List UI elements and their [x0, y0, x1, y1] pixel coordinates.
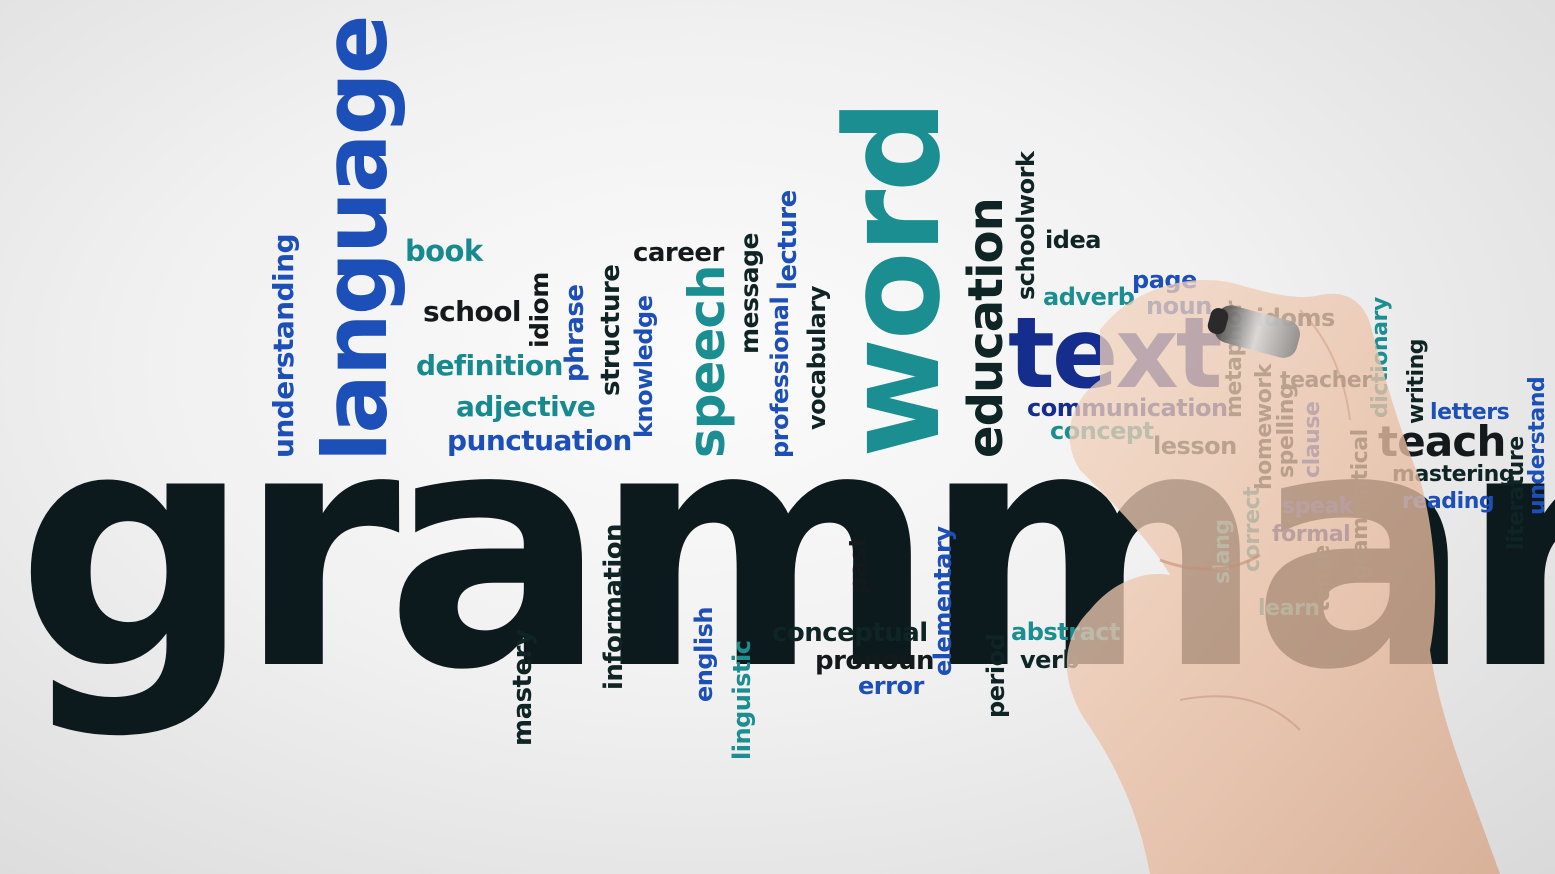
word-pronoun: pronoun	[815, 646, 935, 676]
word-error: error	[858, 672, 924, 700]
word-career: career	[633, 238, 724, 268]
word-mastering: mastering	[1392, 462, 1515, 487]
word-definition: definition	[416, 349, 563, 382]
word-school: school	[423, 295, 521, 328]
word-adverb: adverb	[1043, 283, 1135, 311]
word-punctuation: punctuation	[447, 424, 632, 457]
word-conceptual: conceptual	[772, 618, 928, 648]
word-book: book	[405, 234, 483, 268]
word-adjective: adjective	[456, 390, 596, 423]
word-idea: idea	[1045, 226, 1101, 254]
word-letters: letters	[1430, 400, 1510, 425]
